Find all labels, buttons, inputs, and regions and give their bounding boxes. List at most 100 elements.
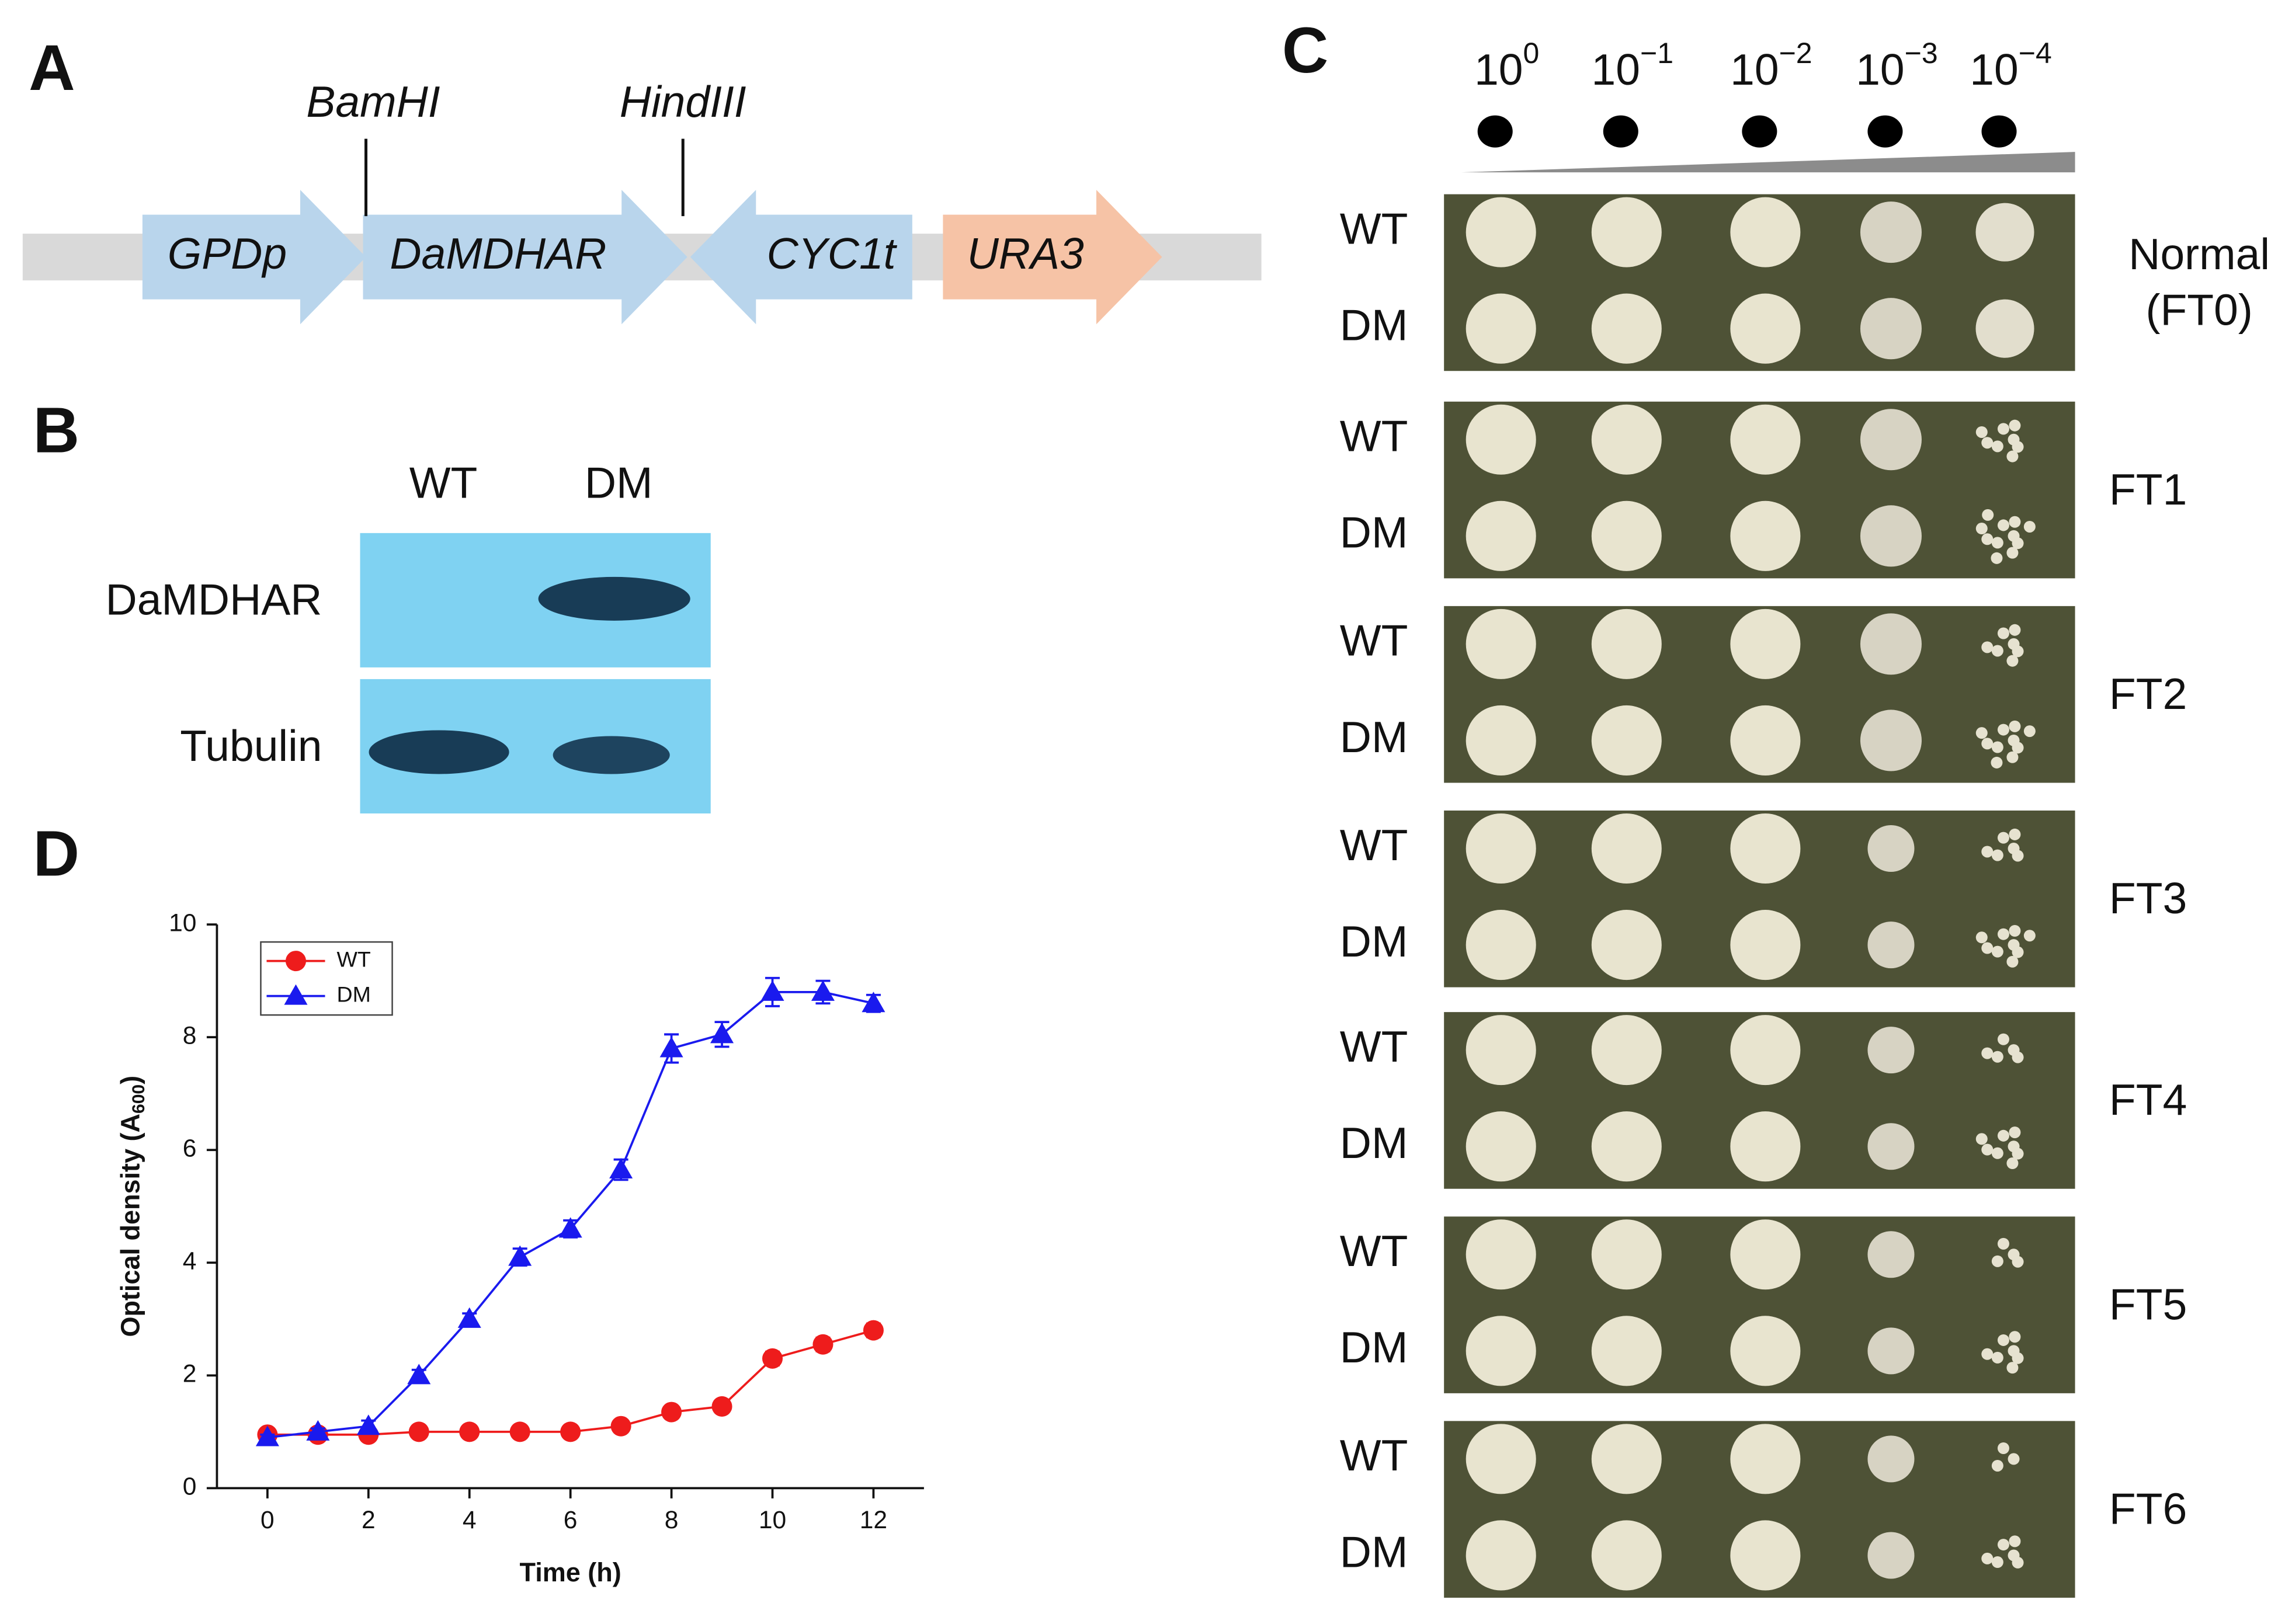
spot [1591, 500, 1662, 571]
spot [1867, 1532, 1915, 1579]
construct-part [363, 190, 687, 325]
site-label: BamHI [306, 77, 440, 126]
part-label: DaMDHAR [390, 229, 606, 278]
colony [2009, 419, 2021, 432]
x-tick-label: 4 [463, 1507, 477, 1534]
colony [1975, 727, 1988, 739]
colony [2006, 751, 2019, 763]
colony [1991, 537, 2003, 549]
spot [1591, 1111, 1662, 1182]
colony [2012, 1147, 2024, 1160]
spot [1730, 293, 1801, 364]
strain-label: WT [1340, 820, 1408, 870]
marker [560, 1421, 581, 1442]
colony [1997, 1237, 2009, 1250]
condition-label: FT4 [2109, 1075, 2187, 1124]
y-label-subscript: 600 [129, 1084, 148, 1114]
dilution-base: 10 [1474, 45, 1523, 94]
colony [2006, 1362, 2019, 1374]
colony [1991, 1051, 2003, 1063]
dilution-wedge [1461, 152, 2075, 173]
colony [1991, 1459, 2003, 1472]
spot [1466, 1015, 1536, 1086]
spot [1730, 608, 1801, 679]
spot [1466, 1111, 1536, 1182]
colony [1981, 1047, 1994, 1059]
colony [1991, 440, 2003, 453]
spot [1591, 813, 1662, 884]
strain-label: WT [1340, 1431, 1408, 1480]
spot [1730, 1316, 1801, 1386]
colony [2006, 450, 2019, 462]
marker [661, 1402, 682, 1423]
colony [2006, 1157, 2019, 1170]
condition-label: FT3 [2109, 874, 2187, 923]
dilution-base: 10 [1970, 45, 2018, 94]
marker [558, 1217, 582, 1238]
colony [2012, 1051, 2024, 1063]
colony [2006, 955, 2019, 968]
panel-label: D [33, 818, 79, 890]
spot [1730, 1111, 1801, 1182]
band [538, 576, 690, 621]
part-label: GPDp [168, 229, 287, 278]
colony [2012, 1352, 2024, 1364]
legend-marker [285, 951, 306, 972]
spot [1591, 608, 1662, 679]
construct-part [690, 190, 912, 325]
spot [1591, 197, 1662, 267]
marker [863, 1320, 884, 1341]
x-tick-label: 0 [261, 1507, 275, 1534]
spot [1591, 1520, 1662, 1591]
dilution-base: 10 [1730, 45, 1779, 94]
spot [1730, 500, 1801, 571]
spot [1730, 197, 1801, 267]
spot [1591, 1424, 1662, 1494]
colony [1981, 533, 1994, 545]
strain-label: DM [1340, 508, 1408, 557]
colony [1975, 426, 1988, 438]
spot [1730, 813, 1801, 884]
dilution-exponent: −1 [1640, 37, 1673, 69]
part-label: CYC1t [767, 229, 898, 278]
colony [1997, 724, 2009, 736]
spot [1591, 1219, 1662, 1290]
condition-label: FT5 [2109, 1279, 2187, 1329]
colony [2009, 624, 2021, 636]
spot [1867, 921, 1915, 969]
colony [2012, 1256, 2024, 1268]
strain-label: DM [1340, 301, 1408, 350]
colony [1997, 1033, 2009, 1045]
construct-part [142, 190, 366, 325]
marker [457, 1307, 481, 1328]
dilution-exponent: −2 [1779, 37, 1812, 69]
marker [356, 1414, 380, 1435]
x-tick-label: 2 [362, 1507, 376, 1534]
panel-label: B [33, 394, 79, 466]
colony [2009, 924, 2021, 937]
colony [1975, 523, 1988, 535]
spot [1466, 813, 1536, 884]
spot [1860, 613, 1922, 675]
marker [710, 1023, 734, 1044]
colony [2009, 720, 2021, 732]
marker [459, 1421, 480, 1442]
spot [1466, 608, 1536, 679]
colony [2012, 645, 2024, 658]
marker [659, 1037, 683, 1058]
dilution-exponent: −3 [1905, 37, 1938, 69]
y-axis-label: Optical density (A600) [115, 1076, 148, 1337]
dilution-label: 10−2 [1730, 37, 1812, 94]
band [369, 730, 509, 774]
strain-label: WT [1340, 1226, 1408, 1275]
marker [862, 992, 885, 1013]
spot [1591, 293, 1662, 364]
spot [1466, 197, 1536, 267]
drop-dot [1477, 115, 1513, 148]
colony [1997, 1539, 2009, 1551]
spot [1466, 910, 1536, 980]
spot [1466, 705, 1536, 776]
spot [1730, 1219, 1801, 1290]
marker [610, 1416, 631, 1437]
colony [1975, 1133, 1988, 1145]
